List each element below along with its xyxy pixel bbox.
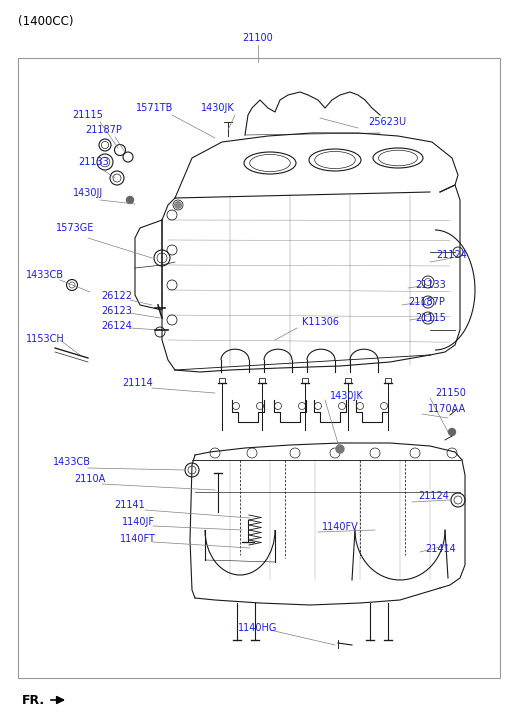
Text: 26123: 26123 [102,306,133,316]
Circle shape [449,428,455,435]
Text: 1170AA: 1170AA [428,404,466,414]
Text: K11306: K11306 [302,317,339,327]
Text: 1430JK: 1430JK [201,103,235,113]
Text: 1430JJ: 1430JJ [73,188,103,198]
Text: 21133: 21133 [79,157,109,167]
Text: 21115: 21115 [73,110,104,120]
Text: 1140FV: 1140FV [322,522,359,532]
Text: 21414: 21414 [425,544,456,554]
Text: 26124: 26124 [102,321,133,331]
Text: 21114: 21114 [123,378,153,388]
Text: 21100: 21100 [242,33,274,43]
Text: 21150: 21150 [435,388,466,398]
Text: 1140FT: 1140FT [120,534,156,544]
Text: 21141: 21141 [114,500,146,510]
Text: (1400CC): (1400CC) [18,15,74,28]
Bar [18,58,500,678]
Text: 1140JF: 1140JF [122,517,154,527]
Text: 25623U: 25623U [368,117,406,127]
Text: 1433CB: 1433CB [26,270,64,280]
Text: 21187P: 21187P [85,125,122,135]
Text: 1433CB: 1433CB [53,457,91,467]
Text: FR.: FR. [22,694,45,707]
Circle shape [174,201,182,209]
Text: 1430JK: 1430JK [330,391,364,401]
Text: 21187P: 21187P [408,297,445,307]
Text: 1573GE: 1573GE [56,223,94,233]
Text: 1153CH: 1153CH [25,334,64,344]
Text: 21115: 21115 [415,313,446,323]
Text: 21124: 21124 [418,491,449,501]
Circle shape [126,196,134,204]
Text: 1571TB: 1571TB [136,103,174,113]
Text: 21124: 21124 [436,250,467,260]
Text: 2110A: 2110A [75,474,106,484]
Text: 21133: 21133 [415,280,446,290]
Text: 1140HG: 1140HG [238,623,278,633]
Text: 26122: 26122 [102,291,133,301]
Circle shape [336,445,344,453]
